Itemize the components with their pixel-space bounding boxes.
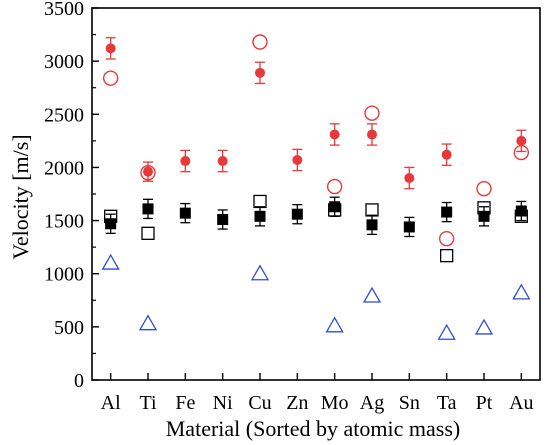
data-point-open-square-ta [440, 248, 454, 263]
y-tick-label: 3000 [44, 51, 84, 73]
data-point-open-circle-au [513, 144, 530, 161]
data-point-open-square-ti [141, 226, 155, 240]
data-point-filled-circle-fe [180, 156, 191, 167]
y-tick-label: 3500 [44, 0, 84, 20]
y-axis-title: Velocity [m/s] [8, 134, 33, 259]
data-point-open-circle-al [102, 70, 119, 86]
series-1-open-circle [102, 34, 530, 247]
x-tick-label-ag: Ag [360, 392, 384, 414]
data-point-open-circle-ti [140, 165, 156, 181]
data-point-open-triangle-ta [437, 323, 456, 340]
data-point-filled-square-ni [217, 214, 229, 226]
data-point-filled-square-sn [403, 221, 415, 233]
x-axis-title: Material (Sorted by atomic mass) [166, 416, 460, 441]
y-tick-label: 2500 [44, 104, 84, 126]
data-point-filled-square-pt [478, 210, 490, 222]
data-point-open-square-mo [328, 203, 342, 217]
data-point-open-circle-ag [364, 105, 380, 121]
data-point-open-square-pt [477, 201, 491, 215]
data-point-filled-square-mo [329, 201, 341, 213]
data-point-open-circle-pt [476, 180, 492, 197]
data-point-filled-circle-ag [367, 129, 377, 140]
data-point-open-triangle-cu [250, 264, 270, 281]
data-point-filled-circle-ta [441, 149, 452, 160]
y-tick-label: 2000 [44, 157, 84, 179]
x-tick-label-ti: Ti [139, 392, 157, 414]
data-point-filled-circle-ni [217, 156, 228, 167]
data-point-open-triangle-ti [138, 314, 158, 331]
y-tick-label: 1000 [44, 264, 84, 286]
data-point-filled-square-cu [254, 210, 266, 222]
data-point-open-triangle-mo [325, 316, 344, 333]
data-point-open-square-al [104, 209, 118, 223]
x-tick-label-mo: Mo [321, 392, 349, 414]
data-point-open-circle-cu [252, 34, 268, 50]
x-tick-label-ta: Ta [437, 392, 457, 414]
data-point-filled-circle-zn [292, 154, 303, 165]
data-point-filled-square-zn [291, 208, 303, 220]
y-tick-label: 500 [54, 317, 84, 339]
data-point-open-triangle-ag [362, 286, 382, 303]
data-point-filled-circle-sn [404, 173, 415, 184]
x-tick-label-pt: Pt [476, 392, 493, 414]
series-4-open-triangle [101, 253, 531, 340]
data-point-open-triangle-au [512, 283, 531, 300]
axes: 0 500 1000 1500 2000 2500 3000 3500 Al Ti Fe Ni Cu Zn… [44, 0, 541, 414]
data-point-open-square-au [514, 209, 528, 223]
x-tick-label-zn: Zn [286, 392, 308, 414]
x-tick-label-au: Au [509, 392, 533, 414]
data-point-open-square-cu [253, 194, 267, 209]
series-3-open-square [104, 194, 528, 263]
data-point-filled-circle-al [105, 43, 116, 54]
x-tick-label-fe: Fe [175, 392, 195, 414]
data-point-filled-circle-au [516, 135, 527, 146]
y-tick-label: 1500 [44, 211, 84, 233]
x-tick-label-cu: Cu [248, 392, 271, 414]
data-point-filled-square-ti [142, 203, 154, 215]
data-point-filled-square-fe [179, 207, 191, 219]
x-tick-label-al: Al [101, 392, 121, 414]
data-point-filled-square-ag [366, 219, 378, 231]
data-point-open-triangle-al [101, 253, 120, 270]
plot-area [101, 34, 531, 340]
data-point-filled-square-au [515, 205, 527, 217]
plot-frame [91, 7, 541, 381]
y-tick-label: 0 [74, 370, 84, 392]
series-2-filled-square [105, 196, 527, 238]
x-tick-label-ni: Ni [213, 392, 233, 414]
data-point-filled-circle-cu [255, 67, 265, 78]
x-tick-label-sn: Sn [399, 392, 420, 414]
data-point-open-triangle-pt [474, 318, 494, 335]
data-point-open-circle-mo [326, 178, 343, 195]
data-point-filled-circle-ti [143, 166, 153, 177]
data-point-filled-circle-mo [329, 129, 340, 140]
data-point-filled-square-al [105, 218, 117, 230]
data-point-open-circle-ta [438, 230, 455, 247]
series-0-filled-circle [105, 37, 527, 190]
data-point-open-square-ag [365, 203, 379, 217]
data-point-filled-square-ta [441, 206, 453, 218]
